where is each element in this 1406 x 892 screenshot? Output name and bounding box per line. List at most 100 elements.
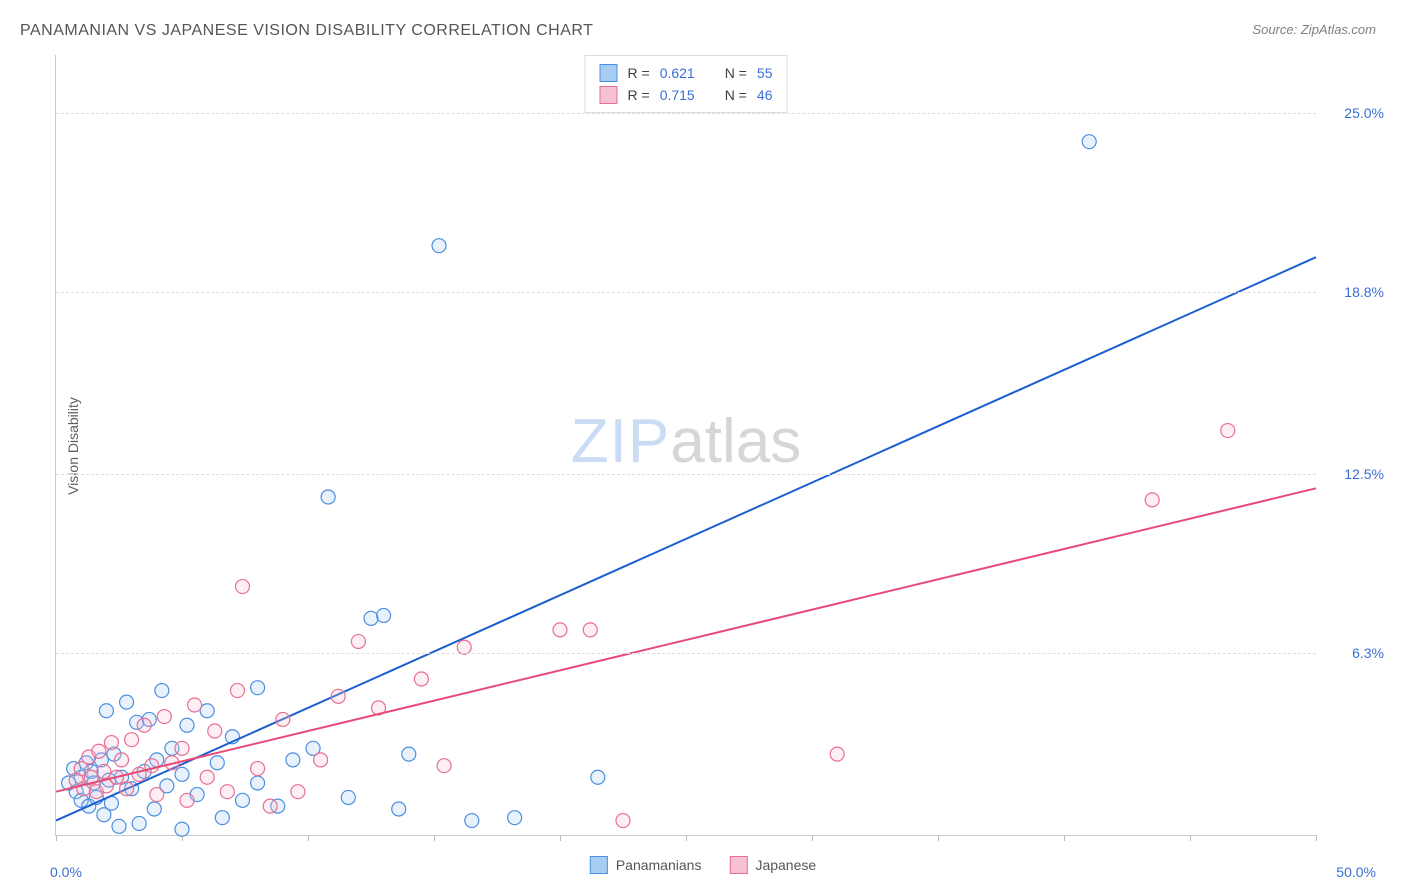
x-tick bbox=[686, 835, 687, 841]
data-point bbox=[263, 799, 277, 813]
data-point bbox=[157, 710, 171, 724]
data-point bbox=[147, 802, 161, 816]
data-point bbox=[583, 623, 597, 637]
data-point bbox=[97, 764, 111, 778]
x-tick bbox=[812, 835, 813, 841]
data-point bbox=[188, 698, 202, 712]
data-point bbox=[120, 695, 134, 709]
data-point bbox=[200, 770, 214, 784]
data-point bbox=[208, 724, 222, 738]
x-tick bbox=[308, 835, 309, 841]
data-point bbox=[364, 611, 378, 625]
x-tick bbox=[938, 835, 939, 841]
data-point bbox=[99, 704, 113, 718]
data-point bbox=[220, 785, 234, 799]
swatch-icon bbox=[600, 64, 618, 82]
data-point bbox=[553, 623, 567, 637]
data-point bbox=[112, 819, 126, 833]
n-label: N = bbox=[725, 65, 747, 81]
data-point bbox=[392, 802, 406, 816]
y-tick-label: 6.3% bbox=[1352, 645, 1384, 661]
data-point bbox=[286, 753, 300, 767]
data-point bbox=[132, 767, 146, 781]
data-point bbox=[591, 770, 605, 784]
x-tick bbox=[434, 835, 435, 841]
x-origin-label: 0.0% bbox=[50, 864, 82, 880]
data-point bbox=[251, 776, 265, 790]
x-tick bbox=[560, 835, 561, 841]
x-tick bbox=[1316, 835, 1317, 841]
data-point bbox=[180, 793, 194, 807]
plot-area: ZIPatlas R = 0.621 N = 55 R = 0.715 N = … bbox=[55, 55, 1316, 836]
x-tick bbox=[56, 835, 57, 841]
data-point bbox=[1082, 135, 1096, 149]
data-point bbox=[155, 684, 169, 698]
x-max-label: 50.0% bbox=[1336, 864, 1376, 880]
data-point bbox=[291, 785, 305, 799]
data-point bbox=[830, 747, 844, 761]
r-value: 0.621 bbox=[660, 65, 695, 81]
series-legend: Panamanians Japanese bbox=[590, 856, 816, 874]
data-point bbox=[175, 767, 189, 781]
r-label: R = bbox=[628, 87, 650, 103]
trend-line bbox=[56, 488, 1316, 791]
data-point bbox=[175, 741, 189, 755]
data-point bbox=[251, 762, 265, 776]
data-point bbox=[402, 747, 416, 761]
data-point bbox=[132, 816, 146, 830]
data-point bbox=[437, 759, 451, 773]
gridline bbox=[56, 292, 1316, 293]
trend-line bbox=[56, 257, 1316, 820]
y-tick-label: 12.5% bbox=[1344, 466, 1384, 482]
data-point bbox=[1145, 493, 1159, 507]
data-point bbox=[321, 490, 335, 504]
x-tick bbox=[182, 835, 183, 841]
data-point bbox=[230, 684, 244, 698]
data-point bbox=[200, 704, 214, 718]
n-value: 55 bbox=[757, 65, 773, 81]
data-point bbox=[215, 811, 229, 825]
legend-label: Panamanians bbox=[616, 857, 702, 873]
data-point bbox=[115, 753, 129, 767]
data-point bbox=[377, 608, 391, 622]
stats-row: R = 0.715 N = 46 bbox=[600, 84, 773, 106]
data-point bbox=[125, 733, 139, 747]
gridline bbox=[56, 474, 1316, 475]
data-point bbox=[120, 782, 134, 796]
swatch-icon bbox=[590, 856, 608, 874]
chart-title: PANAMANIAN VS JAPANESE VISION DISABILITY… bbox=[20, 22, 593, 40]
n-value: 46 bbox=[757, 87, 773, 103]
data-point bbox=[616, 814, 630, 828]
legend-label: Japanese bbox=[755, 857, 816, 873]
swatch-icon bbox=[600, 86, 618, 104]
stats-legend: R = 0.621 N = 55 R = 0.715 N = 46 bbox=[585, 55, 788, 113]
data-point bbox=[251, 681, 265, 695]
data-point bbox=[465, 814, 479, 828]
r-label: R = bbox=[628, 65, 650, 81]
scatter-svg bbox=[56, 55, 1316, 835]
data-point bbox=[150, 788, 164, 802]
data-point bbox=[104, 736, 118, 750]
data-point bbox=[432, 239, 446, 253]
data-point bbox=[235, 793, 249, 807]
data-point bbox=[508, 811, 522, 825]
data-point bbox=[92, 744, 106, 758]
data-point bbox=[235, 580, 249, 594]
data-point bbox=[276, 712, 290, 726]
source-value: ZipAtlas.com bbox=[1301, 22, 1376, 37]
swatch-icon bbox=[729, 856, 747, 874]
source-credit: Source: ZipAtlas.com bbox=[1252, 22, 1376, 37]
source-label: Source: bbox=[1252, 22, 1297, 37]
stats-row: R = 0.621 N = 55 bbox=[600, 62, 773, 84]
data-point bbox=[314, 753, 328, 767]
y-tick-label: 18.8% bbox=[1344, 284, 1384, 300]
r-value: 0.715 bbox=[660, 87, 695, 103]
n-label: N = bbox=[725, 87, 747, 103]
x-tick bbox=[1064, 835, 1065, 841]
data-point bbox=[137, 718, 151, 732]
y-tick-label: 25.0% bbox=[1344, 105, 1384, 121]
legend-item: Japanese bbox=[729, 856, 816, 874]
data-point bbox=[341, 790, 355, 804]
data-point bbox=[210, 756, 224, 770]
data-point bbox=[414, 672, 428, 686]
